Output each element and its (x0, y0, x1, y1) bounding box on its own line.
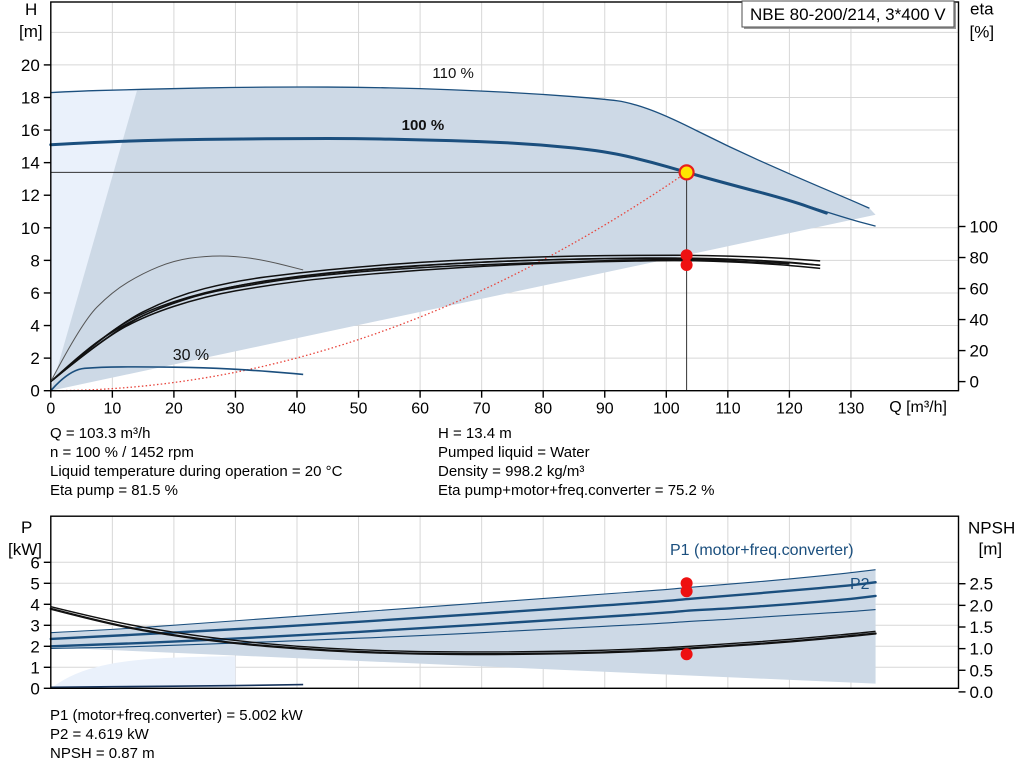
svg-text:0: 0 (46, 401, 55, 418)
svg-text:40: 40 (288, 401, 306, 418)
svg-text:4: 4 (30, 317, 39, 336)
svg-text:1.5: 1.5 (970, 618, 994, 637)
svg-text:110 %: 110 % (432, 65, 473, 82)
svg-text:100: 100 (970, 218, 998, 237)
svg-text:0.0: 0.0 (970, 683, 994, 702)
svg-text:60: 60 (970, 280, 989, 299)
svg-text:16: 16 (21, 121, 40, 140)
svg-text:30: 30 (227, 401, 245, 418)
svg-text:P2: P2 (850, 576, 870, 593)
svg-text:110: 110 (715, 401, 741, 418)
svg-text:20: 20 (970, 342, 989, 361)
svg-text:0: 0 (30, 382, 39, 401)
svg-text:80: 80 (970, 249, 989, 268)
svg-text:30 %: 30 % (173, 347, 209, 364)
svg-text:[kW]: [kW] (8, 540, 42, 559)
svg-text:6: 6 (30, 284, 39, 303)
svg-text:10: 10 (103, 401, 121, 418)
svg-text:80: 80 (534, 401, 552, 418)
svg-text:[%]: [%] (970, 23, 995, 42)
svg-text:2: 2 (30, 637, 39, 656)
svg-text:60: 60 (411, 401, 429, 418)
svg-text:3: 3 (30, 616, 39, 635)
svg-text:Q [m³/h]: Q [m³/h] (889, 399, 947, 416)
svg-text:12: 12 (21, 186, 40, 205)
svg-text:8: 8 (30, 251, 39, 270)
svg-text:2.0: 2.0 (970, 596, 994, 615)
svg-text:100: 100 (653, 401, 680, 418)
svg-text:130: 130 (838, 401, 865, 418)
svg-text:1.0: 1.0 (970, 640, 994, 659)
svg-text:H: H (25, 0, 37, 19)
svg-text:100 %: 100 % (402, 117, 445, 134)
svg-text:4: 4 (30, 595, 39, 614)
svg-text:90: 90 (596, 401, 614, 418)
svg-text:0: 0 (30, 679, 39, 698)
svg-text:70: 70 (473, 401, 491, 418)
svg-text:P: P (21, 518, 32, 537)
svg-text:NBE 80-200/214, 3*400 V: NBE 80-200/214, 3*400 V (750, 5, 946, 24)
svg-text:eta: eta (970, 0, 994, 19)
svg-text:2.5: 2.5 (970, 575, 994, 594)
svg-text:40: 40 (970, 311, 989, 330)
svg-text:20: 20 (21, 56, 40, 75)
svg-text:5: 5 (30, 574, 39, 593)
svg-text:[m]: [m] (979, 540, 1003, 559)
svg-text:NPSH: NPSH (968, 518, 1015, 537)
svg-text:2: 2 (30, 349, 39, 368)
svg-text:P1 (motor+freq.converter): P1 (motor+freq.converter) (670, 542, 854, 559)
svg-text:1: 1 (30, 658, 39, 677)
svg-text:[m]: [m] (19, 22, 43, 41)
svg-text:20: 20 (165, 401, 183, 418)
svg-text:0: 0 (970, 373, 979, 392)
svg-text:18: 18 (21, 88, 40, 107)
svg-text:50: 50 (350, 401, 368, 418)
svg-text:0.5: 0.5 (970, 661, 994, 680)
svg-text:10: 10 (21, 219, 40, 238)
svg-text:14: 14 (21, 154, 40, 173)
svg-text:120: 120 (776, 401, 803, 418)
